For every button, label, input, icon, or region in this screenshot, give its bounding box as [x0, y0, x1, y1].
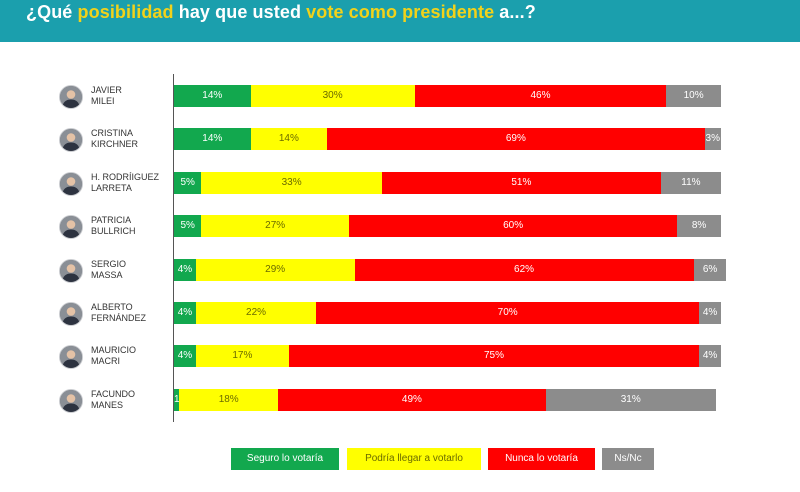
category-label: JAVIER MILEI: [91, 85, 122, 107]
bar-segment: 62%: [354, 258, 694, 281]
bar-segment: 31%: [545, 388, 716, 411]
legend-item: Ns/Nc: [602, 448, 654, 470]
bar-segment: 18%: [179, 388, 278, 411]
bar-segment: 14%: [250, 128, 328, 151]
title-highlight-text: vote como presidente: [306, 2, 495, 22]
title-text: hay que usted: [173, 2, 307, 22]
legend-item: Podría llegar a votarlo: [347, 448, 481, 470]
category-label: SERGIO MASSA: [91, 259, 126, 281]
category-label: CRISTINA KIRCHNER: [91, 128, 138, 150]
bar-segment: 14%: [174, 85, 251, 107]
chart-row: ALBERTO FERNÁNDEZ 4% 22% 70% 4%: [0, 295, 800, 339]
category-label-line: MANES: [91, 399, 124, 410]
category-label-line: KIRCHNER: [91, 139, 139, 150]
candidate-avatar: [59, 258, 83, 283]
y-axis-line: [173, 74, 174, 422]
bar-segment: 51%: [381, 171, 661, 194]
category-label: H. RODRÍIGUEZ LARRETA: [91, 172, 159, 194]
bar-segment: 70%: [316, 302, 700, 324]
bar-segment: 4%: [699, 302, 721, 324]
chart-row: PATRICIA BULLRICH 5% 27% 60% 8%: [0, 208, 800, 252]
bar-segment: 5%: [174, 171, 202, 194]
candidate-avatar: [59, 171, 83, 196]
candidate-avatar: [59, 302, 83, 326]
bar-segment: 14%: [174, 128, 251, 151]
bar-segment: 17%: [195, 345, 289, 368]
bar-segment: 22%: [195, 302, 317, 324]
bar-segment: 5%: [174, 215, 202, 238]
category-label-line: ALBERTO: [91, 302, 133, 312]
category-label: MAURICIO MACRI: [91, 345, 136, 367]
category-label-line: JAVIER: [91, 85, 122, 95]
category-label-line: MACRI: [91, 356, 120, 367]
candidate-avatar: [59, 345, 83, 370]
candidate-avatar: [59, 388, 83, 413]
legend-item: Seguro lo votaría: [231, 448, 339, 470]
category-label-line: MAURICIO: [91, 345, 136, 356]
chart-row: H. RODRÍIGUEZ LARRETA 5% 33% 51% 11%: [0, 165, 800, 209]
bar-segment: 10%: [666, 85, 721, 107]
legend: Seguro lo votaría Podría llegar a votarlo…: [0, 448, 800, 470]
bar-segment: 11%: [660, 171, 721, 194]
bar-segment: 3%: [704, 128, 721, 151]
bar-segment: 46%: [414, 85, 667, 107]
category-label-line: LARRETA: [91, 182, 132, 193]
category-label-line: BULLRICH: [91, 226, 136, 237]
bar-segment: 27%: [201, 215, 350, 238]
category-label: ALBERTO FERNÁNDEZ: [91, 302, 146, 324]
category-label: PATRICIA BULLRICH: [91, 215, 136, 237]
bar-segment: 30%: [250, 85, 415, 107]
category-label: FACUNDO MANES: [91, 389, 135, 411]
title-text: a...?: [494, 2, 536, 22]
candidate-avatar: [59, 128, 83, 153]
category-label-line: MILEI: [91, 96, 115, 106]
header-banner: ¿Qué posibilidad hay que usted vote como…: [0, 0, 800, 42]
candidate-avatar: [59, 215, 83, 240]
category-label-line: MASSA: [91, 269, 123, 280]
bar-segment: 33%: [201, 171, 382, 194]
category-label-line: FACUNDO: [91, 388, 136, 399]
bar-segment: 6%: [693, 258, 727, 281]
bar-segment: 29%: [195, 258, 355, 281]
bar-segment: 75%: [288, 345, 700, 368]
chart-row: JAVIER MILEI 14% 30% 46% 10%: [0, 78, 800, 122]
category-label-line: PATRICIA: [91, 215, 132, 226]
bar-segment: 69%: [327, 128, 705, 151]
title-text: ¿Qué: [26, 2, 78, 22]
bar-segment: 4%: [174, 345, 196, 368]
chart-title: ¿Qué posibilidad hay que usted vote como…: [26, 2, 536, 23]
bar-segment: 8%: [677, 215, 721, 238]
category-label-line: FERNÁNDEZ: [91, 313, 147, 323]
chart-row: MAURICIO MACRI 4% 17% 75% 4%: [0, 338, 800, 382]
category-label-line: SERGIO: [91, 258, 127, 269]
bar-segment: 4%: [699, 345, 721, 368]
bar-segment: 4%: [174, 258, 196, 281]
legend-item: Nunca lo votaría: [488, 448, 595, 470]
title-highlight-text: posibilidad: [77, 2, 174, 22]
chart-row: SERGIO MASSA 4% 29% 62% 6%: [0, 252, 800, 296]
bar-segment: 60%: [349, 215, 678, 238]
candidate-avatar: [59, 85, 83, 109]
category-label-line: H. RODRÍIGUEZ: [91, 171, 160, 182]
bar-segment: 49%: [277, 388, 546, 411]
chart-row: CRISTINA KIRCHNER 14% 14% 69% 3%: [0, 121, 800, 165]
bar-segment: 4%: [174, 302, 196, 324]
category-label-line: CRISTINA: [91, 128, 134, 139]
